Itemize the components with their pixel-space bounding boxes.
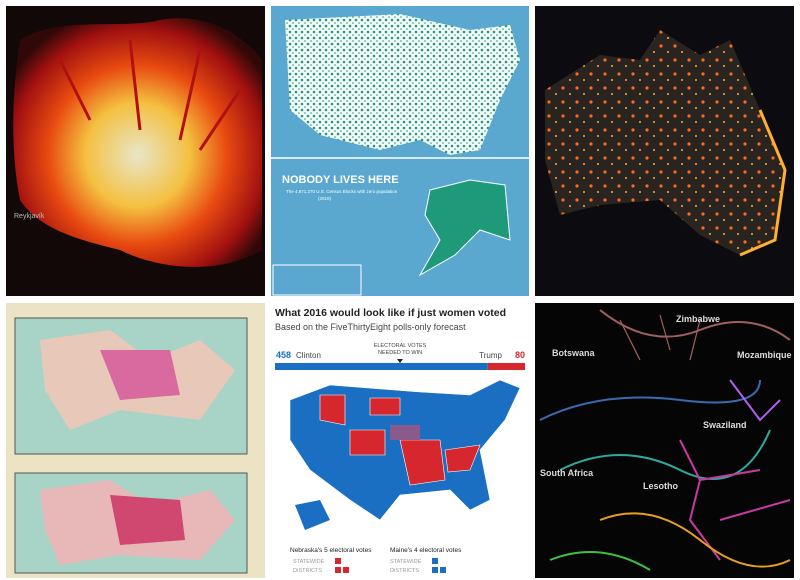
maine-label: Maine's 4 electoral votes (390, 547, 462, 554)
clinton-bar (275, 363, 488, 370)
needed-label: NEEDED TO WIN (378, 350, 422, 356)
census-map: NOBODY LIVES HERE The 4,871,270 U.S. Cen… (271, 6, 529, 296)
country-label: Lesotho (643, 481, 679, 491)
atlas-page (6, 303, 265, 578)
country-label: Mozambique (737, 350, 792, 360)
iceland-map: Reykjavík (6, 6, 265, 296)
needed-marker (397, 359, 403, 363)
nebraska-label: Nebraska's 5 electoral votes (290, 547, 372, 554)
map-subtitle: The 4,871,270 U.S. Census Blocks with ze… (286, 189, 398, 194)
needed-label: ELECTORAL VOTES (374, 343, 427, 349)
country-label: Zimbabwe (676, 314, 720, 324)
statewide-label: STATEWIDE (293, 559, 325, 565)
districts-label: DISTRICTS (390, 568, 419, 574)
country-label: South Africa (540, 468, 594, 478)
clinton-name: Clinton (296, 351, 321, 360)
chart-subtitle: Based on the FiveThirtyEight polls-only … (275, 322, 466, 332)
clinton-votes: 458 (276, 350, 291, 360)
trump-bar (487, 363, 525, 370)
statewide-label: STATEWIDE (390, 559, 422, 565)
vote-bar (275, 359, 525, 370)
country-label: Swaziland (703, 420, 747, 430)
country-label: Botswana (552, 348, 596, 358)
election-map: What 2016 would look like if just women … (271, 303, 529, 578)
trump-name: Trump (479, 351, 502, 360)
place-label: Reykjavík (14, 213, 45, 220)
fire-map (535, 6, 794, 296)
map-title: NOBODY LIVES HERE (282, 174, 399, 186)
trump-votes: 80 (515, 350, 525, 360)
river-map: Zimbabwe Botswana Mozambique Swaziland S… (535, 303, 794, 578)
map-year: (2010) (318, 196, 332, 201)
districts-label: DISTRICTS (293, 568, 322, 574)
chart-title: What 2016 would look like if just women … (275, 307, 506, 319)
